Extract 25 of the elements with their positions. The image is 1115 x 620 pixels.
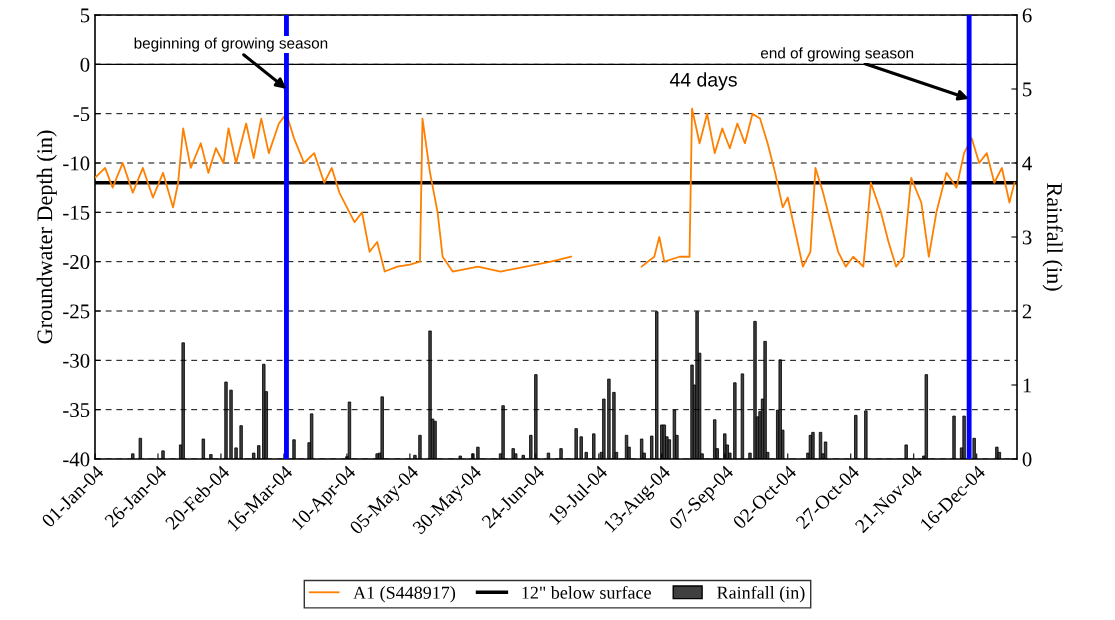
y2-tick-label: 3 [1022,230,1032,245]
y-tick-label: -40 [63,452,90,467]
annotation: 44 days [669,72,737,91]
y-tick-label: -20 [63,255,90,270]
y2-tick-label: 6 [1022,8,1032,23]
y-tick-label: -30 [63,353,90,368]
y2-axis-title: Rainfall (in) [1042,183,1063,291]
y2-tick-label: 4 [1022,156,1032,171]
annotation: beginning of growing season [134,37,328,52]
legend-label: 12" below surface [522,585,651,599]
legend-label: Rainfall (in) [717,585,805,603]
y-tick-label: -10 [63,156,90,171]
y-tick-label: 0 [80,57,90,72]
annotation: end of growing season [760,47,914,62]
y-axis-title: Groundwater Depth (in) [36,130,57,344]
y2-tick-label: 1 [1023,378,1032,393]
y-tick-label: -15 [63,205,90,220]
y-tick-label: -35 [63,403,90,418]
y-tick-label: 5 [80,8,90,23]
y2-tick-label: 2 [1022,304,1032,319]
legend-label: A1 (S448917) [353,586,456,603]
y2-tick-label: 5 [1023,82,1032,97]
y-tick-label: -5 [73,107,90,122]
y-tick-label: -25 [63,304,90,319]
y2-tick-label: 0 [1022,452,1032,467]
